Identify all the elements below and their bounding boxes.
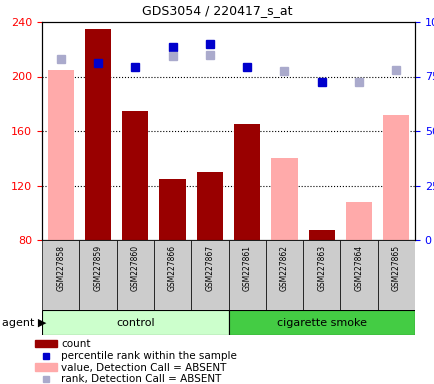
Bar bbox=[42, 310, 228, 335]
Text: GSM227865: GSM227865 bbox=[391, 245, 400, 291]
Text: GSM227861: GSM227861 bbox=[242, 245, 251, 291]
Bar bbox=[35, 340, 56, 348]
Text: GSM227858: GSM227858 bbox=[56, 245, 65, 291]
Bar bbox=[191, 240, 228, 310]
Text: GSM227859: GSM227859 bbox=[93, 245, 102, 291]
Text: GSM227864: GSM227864 bbox=[354, 245, 363, 291]
Bar bbox=[228, 240, 265, 310]
Text: GSM227860: GSM227860 bbox=[131, 245, 139, 291]
Text: control: control bbox=[116, 318, 154, 328]
Bar bbox=[42, 240, 79, 310]
Bar bbox=[377, 240, 414, 310]
Bar bbox=[233, 124, 260, 240]
Bar bbox=[382, 115, 408, 240]
Bar bbox=[47, 70, 73, 240]
Bar bbox=[85, 29, 111, 240]
Bar bbox=[308, 230, 334, 240]
Bar bbox=[345, 202, 371, 240]
Text: GSM227867: GSM227867 bbox=[205, 245, 214, 291]
Bar bbox=[271, 158, 297, 240]
Text: count: count bbox=[61, 339, 90, 349]
Bar bbox=[154, 240, 191, 310]
Bar bbox=[35, 363, 56, 371]
Text: agent ▶: agent ▶ bbox=[2, 318, 46, 328]
Bar bbox=[122, 111, 148, 240]
Bar bbox=[116, 240, 154, 310]
Text: cigarette smoke: cigarette smoke bbox=[276, 318, 366, 328]
Bar bbox=[196, 172, 222, 240]
Bar bbox=[159, 179, 185, 240]
Bar bbox=[302, 240, 340, 310]
Bar bbox=[228, 310, 414, 335]
Text: percentile rank within the sample: percentile rank within the sample bbox=[61, 351, 236, 361]
Text: GDS3054 / 220417_s_at: GDS3054 / 220417_s_at bbox=[142, 4, 292, 17]
Text: value, Detection Call = ABSENT: value, Detection Call = ABSENT bbox=[61, 362, 226, 372]
Text: rank, Detection Call = ABSENT: rank, Detection Call = ABSENT bbox=[61, 374, 221, 384]
Text: GSM227866: GSM227866 bbox=[168, 245, 177, 291]
Text: GSM227863: GSM227863 bbox=[316, 245, 326, 291]
Bar bbox=[79, 240, 116, 310]
Bar bbox=[265, 240, 302, 310]
Bar bbox=[340, 240, 377, 310]
Text: GSM227862: GSM227862 bbox=[279, 245, 288, 291]
